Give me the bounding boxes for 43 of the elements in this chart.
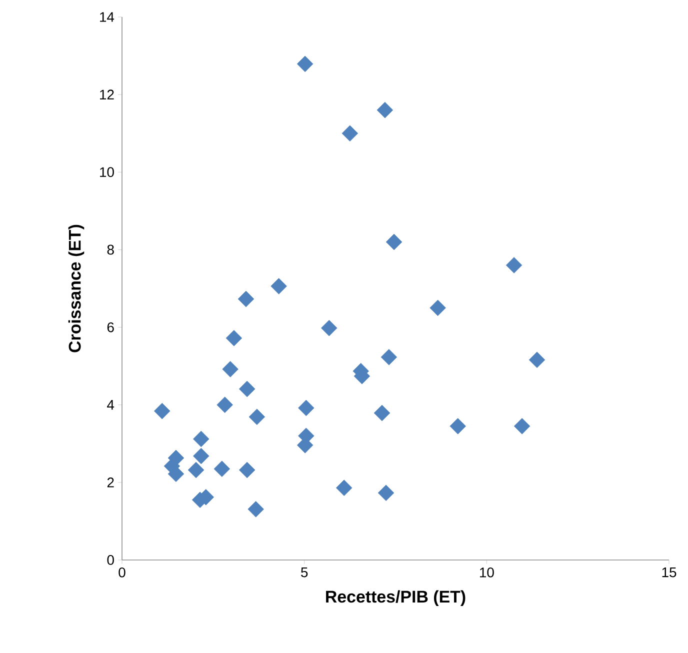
y-tick-label: 2: [107, 478, 114, 488]
point: [296, 56, 314, 72]
y-tick-label: 14: [100, 12, 114, 22]
point: [298, 400, 314, 416]
point: [238, 380, 256, 398]
point: [270, 278, 287, 294]
y-tick-label: 10: [100, 167, 114, 178]
point: [514, 418, 530, 434]
point: [216, 396, 233, 413]
y-tick-label: 4: [107, 400, 114, 410]
point: [214, 460, 230, 477]
point: [248, 408, 266, 425]
point: [386, 234, 402, 250]
x-tick-label: 5: [301, 568, 308, 578]
point: [321, 320, 338, 336]
point: [222, 361, 238, 378]
point: [154, 402, 170, 420]
point: [430, 300, 446, 316]
point: [376, 102, 394, 118]
x-tick-label: 10: [480, 567, 494, 578]
point: [238, 290, 254, 308]
point: [528, 352, 546, 368]
point: [374, 404, 390, 422]
y-tick-label: 8: [107, 244, 114, 255]
point: [378, 484, 394, 502]
x-axis-title: Recettes/PIB (ET): [326, 590, 466, 606]
y-axis-title: Croissance (ET): [68, 224, 84, 352]
point: [193, 448, 210, 464]
point: [238, 462, 256, 478]
point: [248, 501, 264, 518]
point: [193, 430, 210, 448]
point: [450, 418, 466, 434]
x-tick-label: 0: [118, 567, 126, 578]
point: [506, 257, 522, 274]
point: [342, 125, 358, 142]
y-tick-label: 6: [107, 322, 114, 332]
point: [380, 349, 398, 366]
y-tick-label: 0: [107, 555, 114, 565]
point: [188, 462, 204, 478]
x-tick-label: 15: [662, 568, 676, 578]
point: [226, 330, 242, 346]
point: [336, 480, 352, 496]
y-tick-label: 12: [100, 90, 114, 100]
